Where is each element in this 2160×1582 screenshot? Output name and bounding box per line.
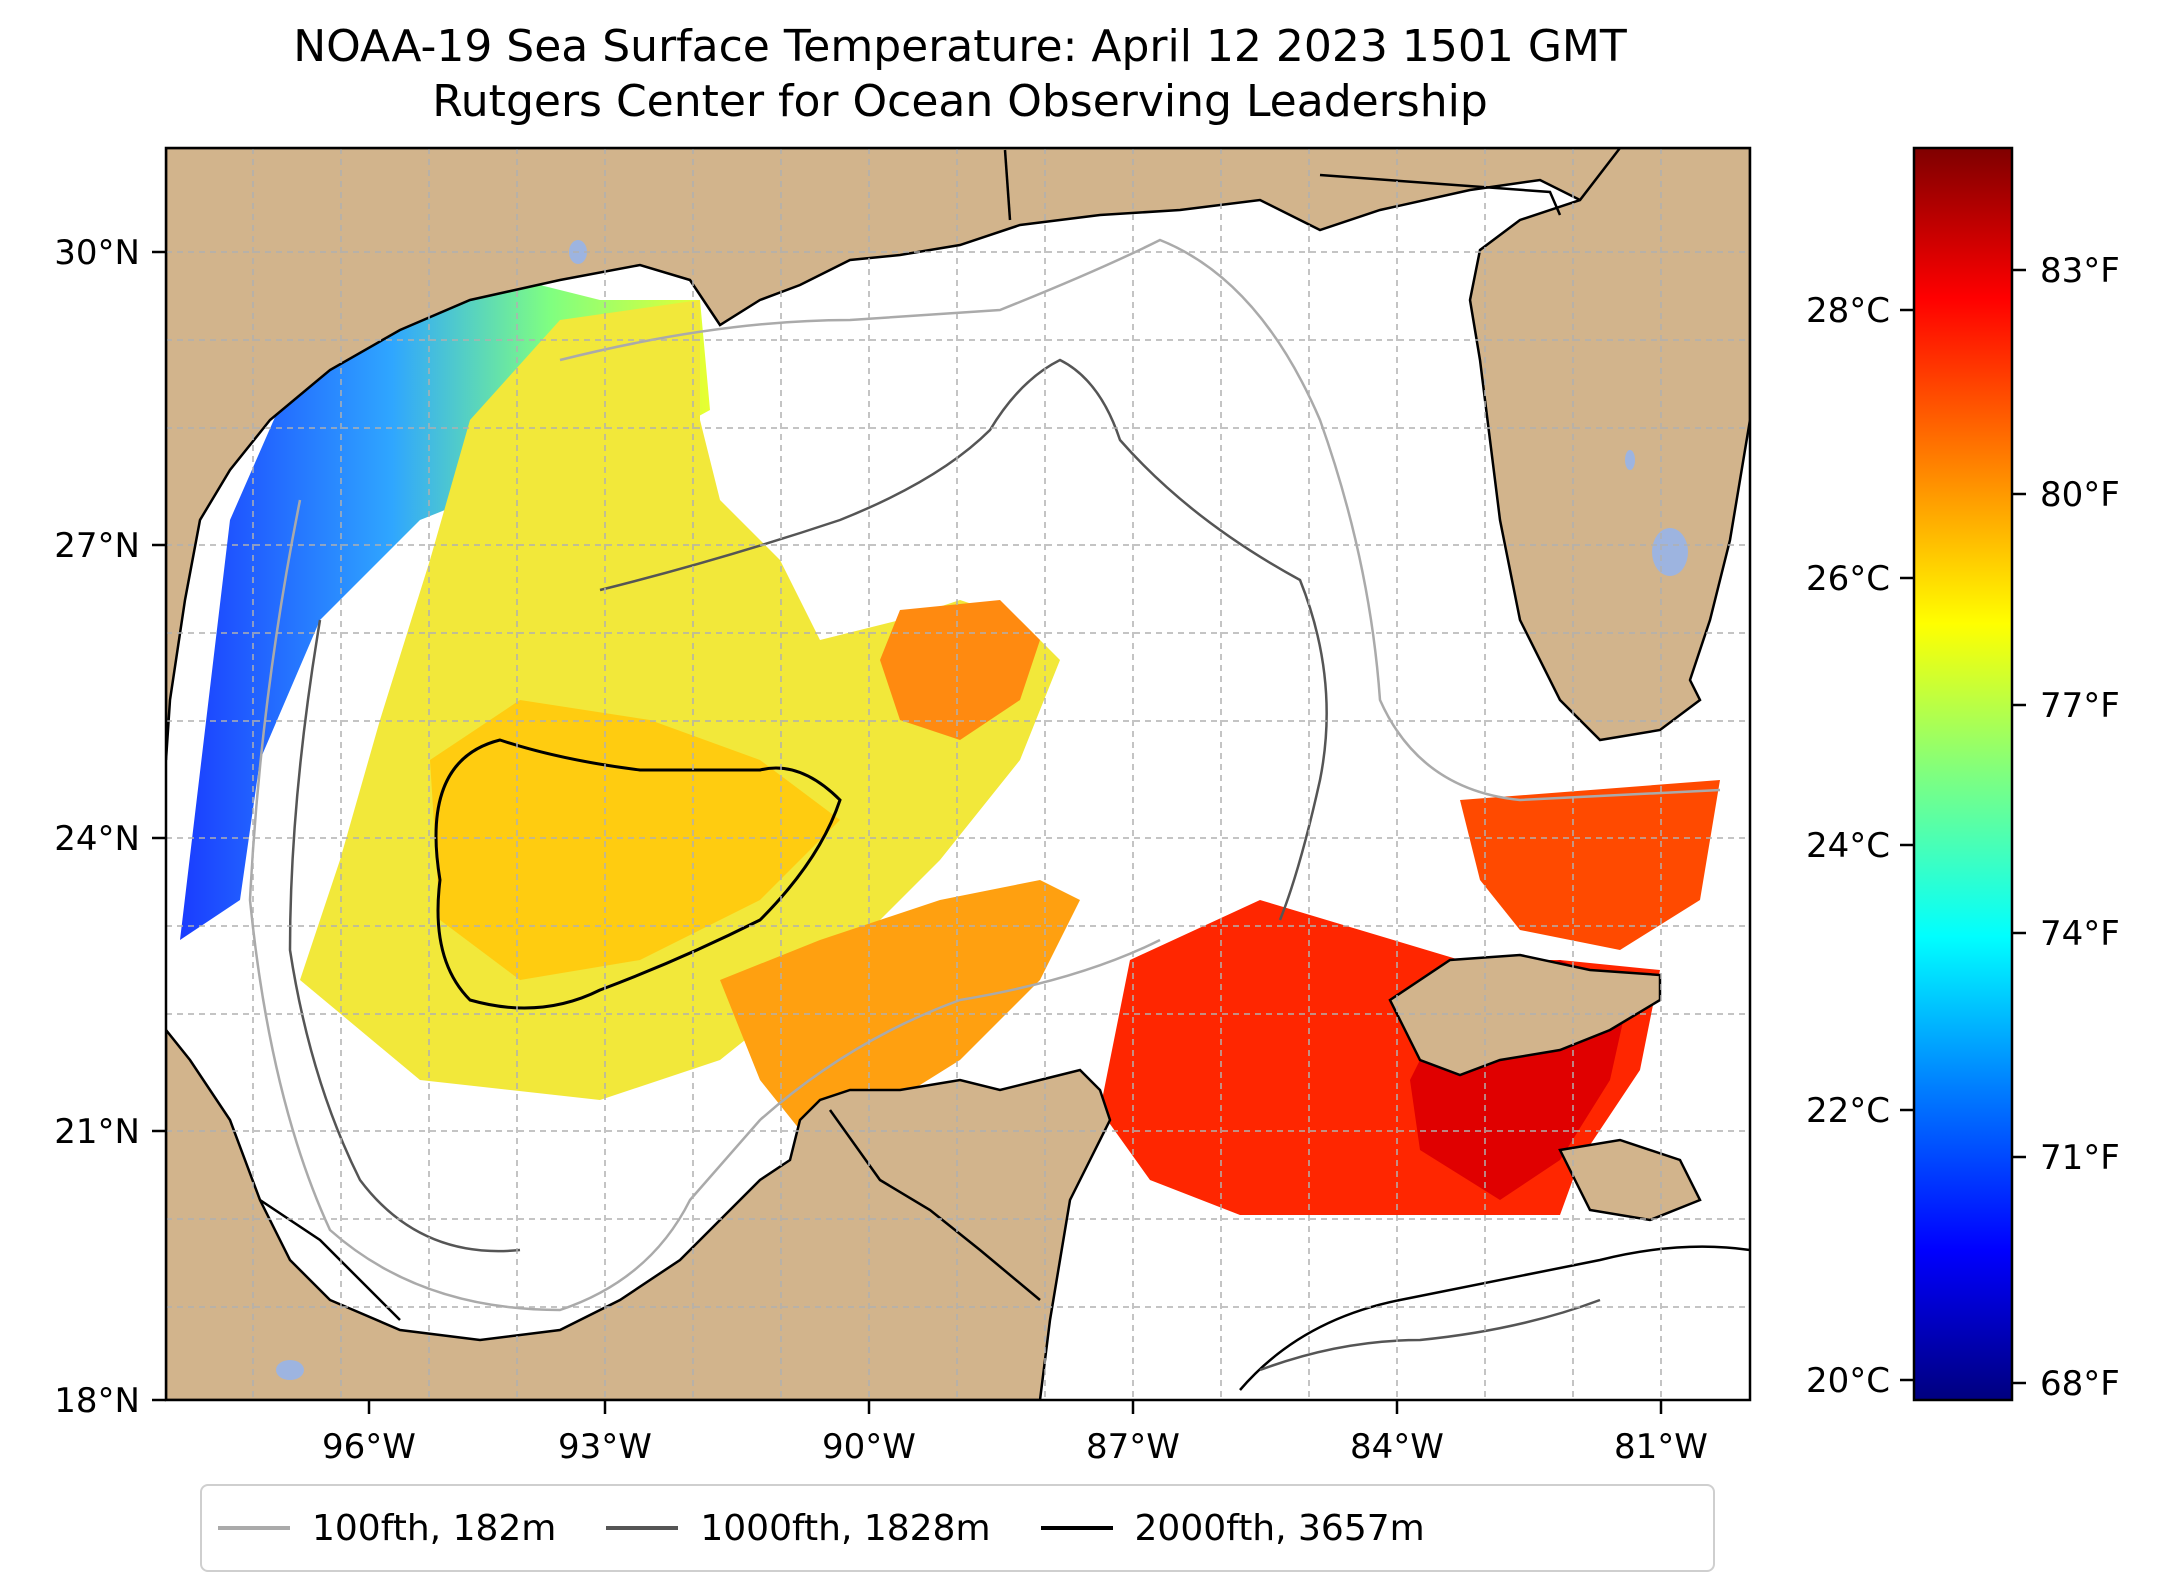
fahrenheit-tick-label: 71°F bbox=[2040, 1138, 2120, 1178]
map-subtitle: Rutgers Center for Ocean Observing Leade… bbox=[432, 76, 1488, 127]
map-title: NOAA-19 Sea Surface Temperature: April 1… bbox=[293, 21, 1627, 72]
celsius-tick-label: 26°C bbox=[1806, 559, 1890, 599]
legend-item-2000fth: 2000fth, 3657m bbox=[1040, 1507, 1425, 1549]
lon-label: 96°W bbox=[322, 1427, 416, 1467]
fahrenheit-tick-label: 74°F bbox=[2040, 914, 2120, 954]
legend-label: 100fth, 182m bbox=[312, 1507, 557, 1549]
contour-legend: 100fth, 182m 1000fth, 1828m 2000fth, 365… bbox=[200, 1484, 1715, 1572]
celsius-tick-label: 22°C bbox=[1806, 1091, 1890, 1131]
celsius-tick-label: 24°C bbox=[1806, 826, 1890, 866]
fahrenheit-ticks bbox=[2012, 268, 2026, 1385]
lon-label: 93°W bbox=[558, 1427, 652, 1467]
legend-item-1000fth: 1000fth, 1828m bbox=[606, 1507, 991, 1549]
latitude-axis bbox=[152, 250, 166, 1402]
legend-line-swatch bbox=[1040, 1526, 1113, 1530]
colorbar bbox=[1912, 146, 2014, 1402]
map-border bbox=[164, 146, 1752, 1402]
fahrenheit-tick-label: 83°F bbox=[2040, 251, 2120, 291]
sst-data-layer bbox=[180, 150, 1740, 1215]
fahrenheit-tick-label: 77°F bbox=[2040, 686, 2120, 726]
longitude-axis bbox=[367, 1400, 1663, 1414]
lat-label: 27°N bbox=[54, 526, 140, 566]
legend-line-swatch bbox=[218, 1526, 290, 1530]
lon-label: 81°W bbox=[1614, 1427, 1708, 1467]
legend-label: 2000fth, 3657m bbox=[1134, 1507, 1425, 1549]
celsius-tick-label: 28°C bbox=[1806, 291, 1890, 331]
borders-layer bbox=[259, 149, 1562, 1321]
lon-label: 87°W bbox=[1086, 1427, 1180, 1467]
legend-line-swatch bbox=[606, 1526, 679, 1530]
legend-item-100fth: 100fth, 182m bbox=[218, 1508, 556, 1549]
lon-label: 90°W bbox=[822, 1427, 916, 1467]
fahrenheit-tick-label: 80°F bbox=[2040, 475, 2120, 515]
lat-label: 18°N bbox=[54, 1381, 140, 1421]
lon-label: 84°W bbox=[1350, 1427, 1444, 1467]
lat-label: 30°N bbox=[54, 233, 140, 273]
legend-label: 1000fth, 1828m bbox=[700, 1507, 991, 1549]
fahrenheit-tick-label: 68°F bbox=[2040, 1364, 2120, 1404]
lat-label: 21°N bbox=[54, 1112, 140, 1152]
lat-label: 24°N bbox=[54, 819, 140, 859]
gridlines bbox=[166, 148, 1750, 1400]
celsius-tick-label: 20°C bbox=[1806, 1361, 1890, 1401]
celsius-ticks bbox=[1900, 308, 1914, 1382]
lakes-layer bbox=[276, 240, 1688, 1380]
